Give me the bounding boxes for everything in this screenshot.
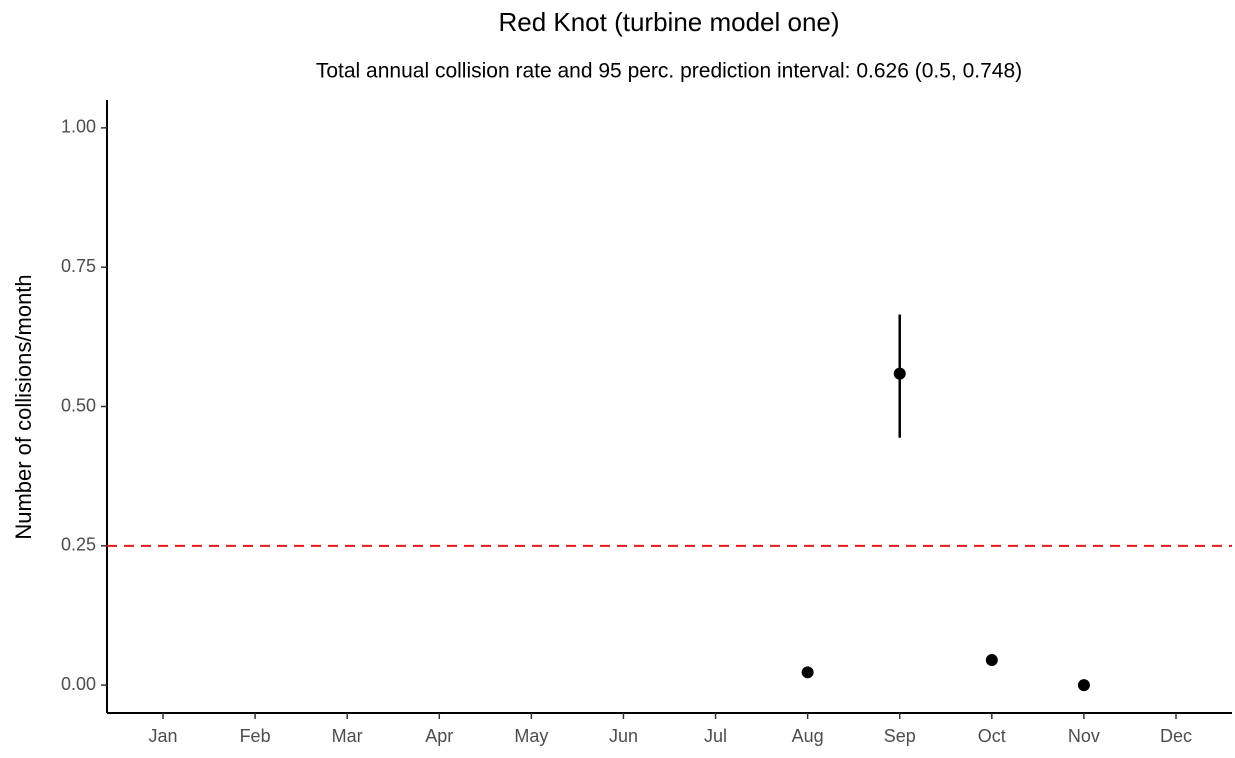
x-tick-label: Mar [332, 726, 363, 746]
point [893, 367, 906, 380]
point [985, 654, 998, 667]
x-tick-label: Dec [1160, 726, 1192, 746]
chart-title: Red Knot (turbine model one) [498, 7, 839, 37]
point [1077, 679, 1090, 692]
x-tick-label: Jan [148, 726, 177, 746]
y-tick-label: 1.00 [61, 117, 96, 137]
x-tick-label: Jun [609, 726, 638, 746]
y-tick-label: 0.75 [61, 256, 96, 276]
x-tick-label: Sep [884, 726, 916, 746]
x-tick-label: Jul [704, 726, 727, 746]
x-tick-label: Aug [792, 726, 824, 746]
y-tick-label: 0.50 [61, 395, 96, 415]
x-tick-label: Feb [240, 726, 271, 746]
x-tick-label: Nov [1068, 726, 1100, 746]
x-tick-label: Apr [425, 726, 453, 746]
y-tick-label: 0.25 [61, 535, 96, 555]
x-tick-label: May [514, 726, 548, 746]
x-tick-label: Oct [978, 726, 1006, 746]
chart-subtitle: Total annual collision rate and 95 perc.… [316, 60, 1022, 83]
y-axis-label: Number of collisions/month [11, 274, 36, 539]
y-tick-label: 0.00 [61, 674, 96, 694]
point [801, 666, 814, 679]
